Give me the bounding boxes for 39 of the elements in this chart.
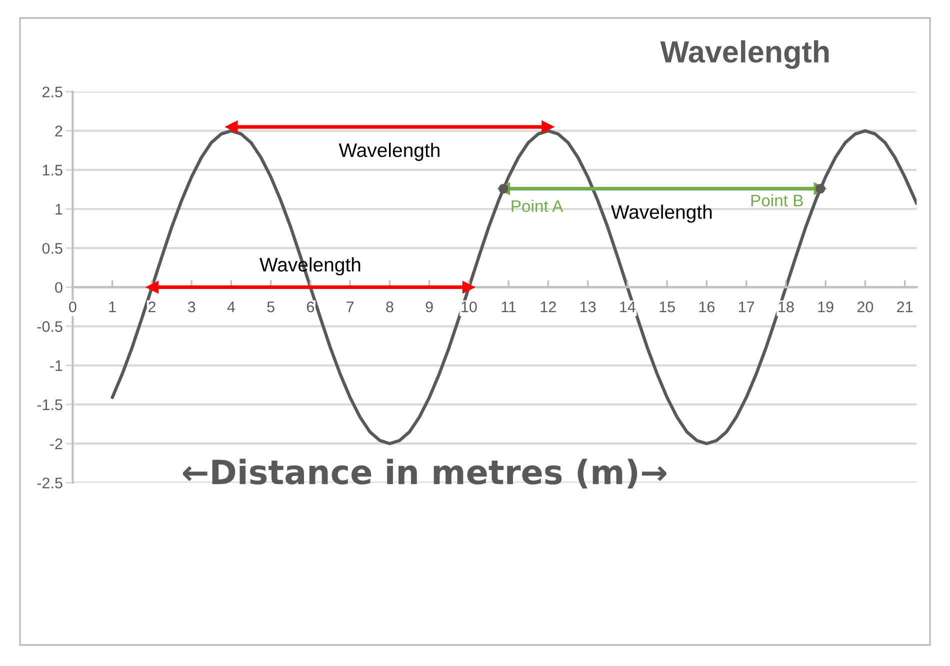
y-tick-label: 0 [55,282,62,293]
x-tick-label: 17 [738,302,754,312]
y-tick-label: -2.5 [37,478,62,488]
x-tick-label: 1 [109,302,116,312]
y-tick-label: 2 [55,126,62,136]
y-tick-label: 2.5 [42,86,62,98]
x-tick-label: 4 [227,302,235,312]
y-tick-label: 1.5 [42,164,62,176]
y-tick-label: -1 [50,360,62,371]
x-tick-label: 3 [188,301,196,312]
series-label: Wavelength [338,142,440,161]
x-tick-label: 5 [267,302,274,312]
x-tick-label: 2 [148,301,156,312]
x-tick-label: 0 [69,301,76,312]
x-tick-label: 16 [699,301,715,312]
y-tick-label: -1.5 [37,400,62,410]
x-tick-label: 13 [580,301,596,312]
x-tick-label: 6 [306,301,314,312]
x-tick-label: 20 [857,301,874,312]
x-tick-label: 15 [660,302,675,312]
y-tick-label: 0.5 [42,242,62,254]
x-tick-label: 19 [818,301,834,312]
y-tick-label: -0.5 [37,321,62,332]
data-label: Point A [512,200,564,212]
y-tick-label: 1 [56,204,62,215]
x-tick-label: 12 [540,301,556,312]
x-tick-label: 10 [462,301,477,312]
chart-title: Wavelength [660,40,829,69]
x-tick-label: 14 [620,302,636,312]
y-tick-label: -2 [50,438,62,450]
x-tick-label: 8 [386,301,394,312]
x-tick-label: 7 [346,302,354,312]
x-axis-title: ←Distance in metres (m)→ [182,458,666,488]
series-label: Wavelength [611,204,712,223]
x-tick-label: 18 [778,301,794,312]
data-label: Point B [751,194,803,206]
x-tick-label: 11 [502,302,516,312]
x-tick-label: 21 [897,301,913,312]
x-tick-label: 9 [426,301,433,312]
